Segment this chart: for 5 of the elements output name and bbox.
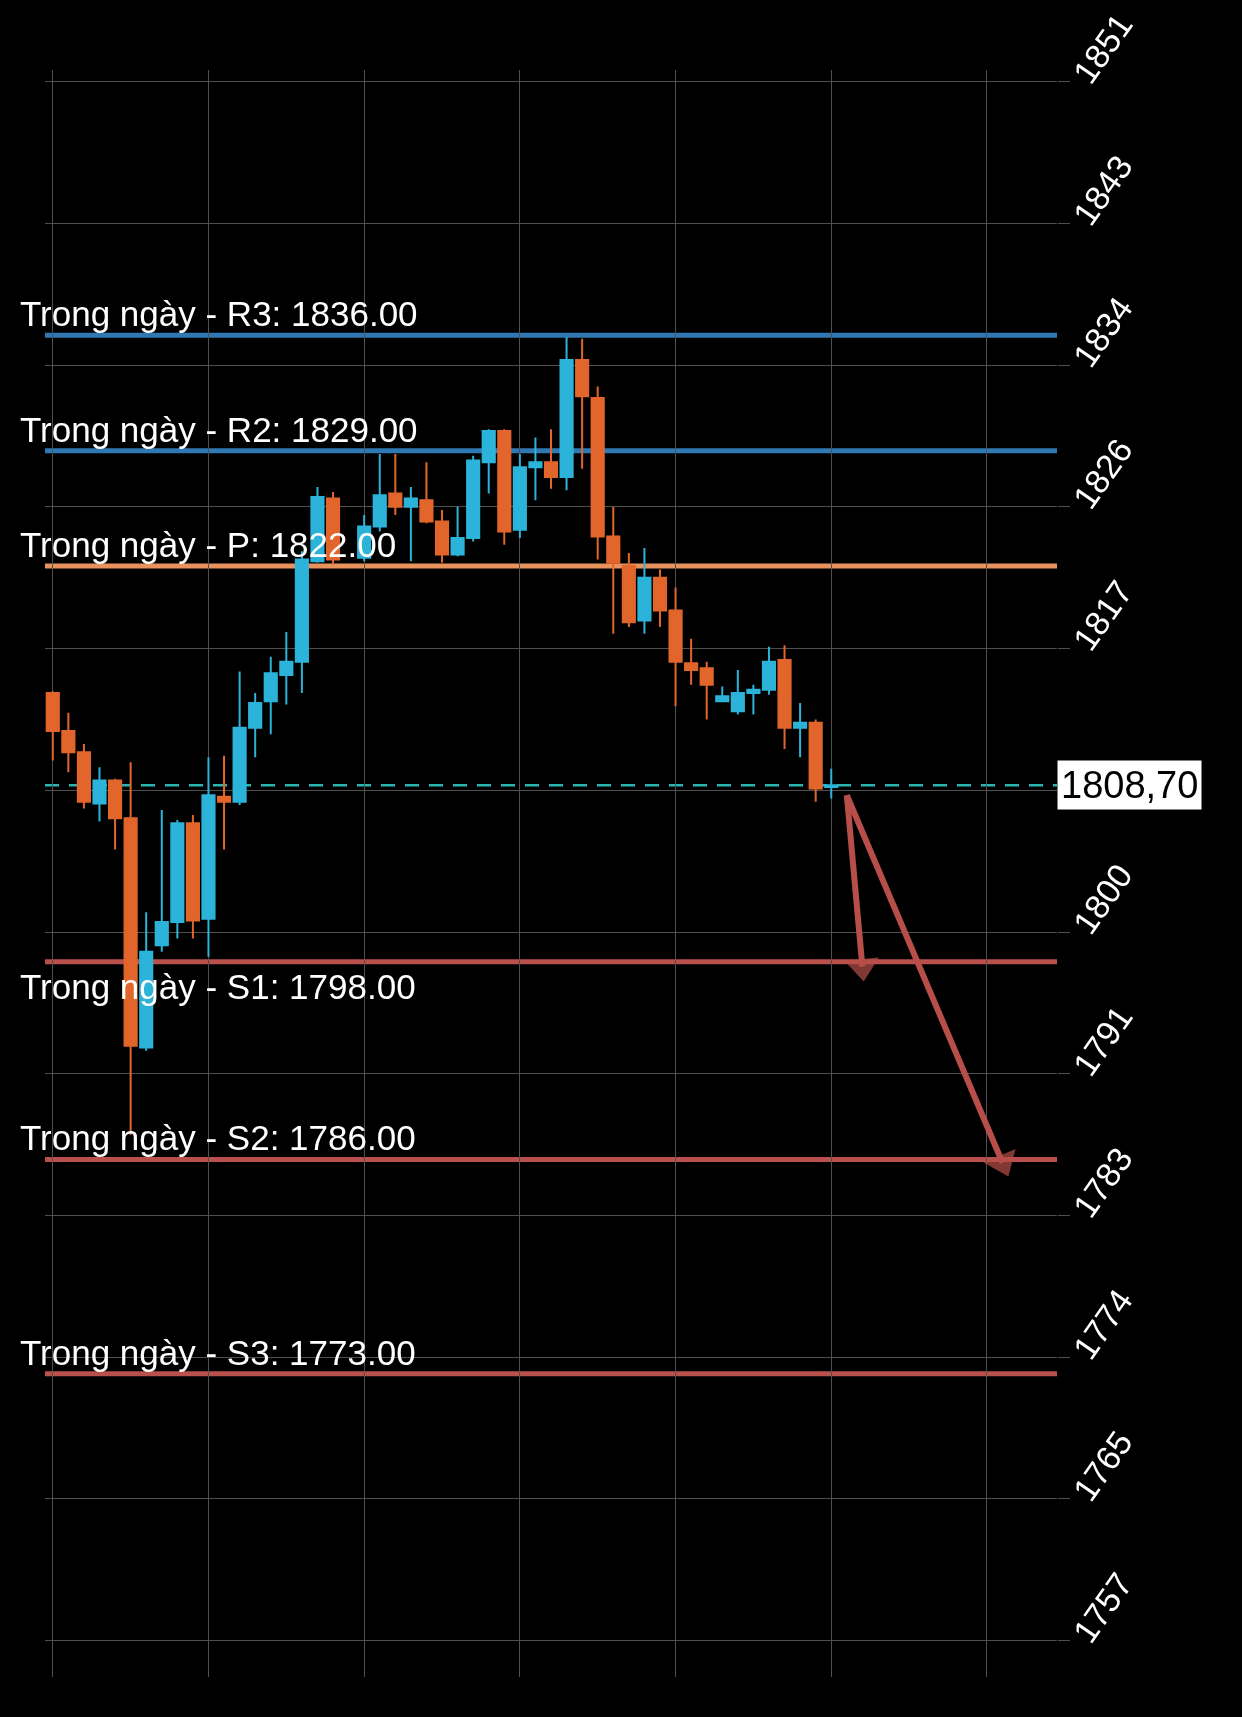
ref-line-label: Trong ngày - R3: 1836.00 bbox=[20, 294, 418, 333]
ref-line-label: Trong ngày - R2: 1829.00 bbox=[20, 410, 418, 449]
ref-line-label: 1808,70 bbox=[1061, 764, 1199, 806]
ref-line-label: Trong ngày - S3: 1773.00 bbox=[20, 1333, 416, 1372]
ref-line-label: Trong ngày - S2: 1786.00 bbox=[20, 1118, 416, 1157]
